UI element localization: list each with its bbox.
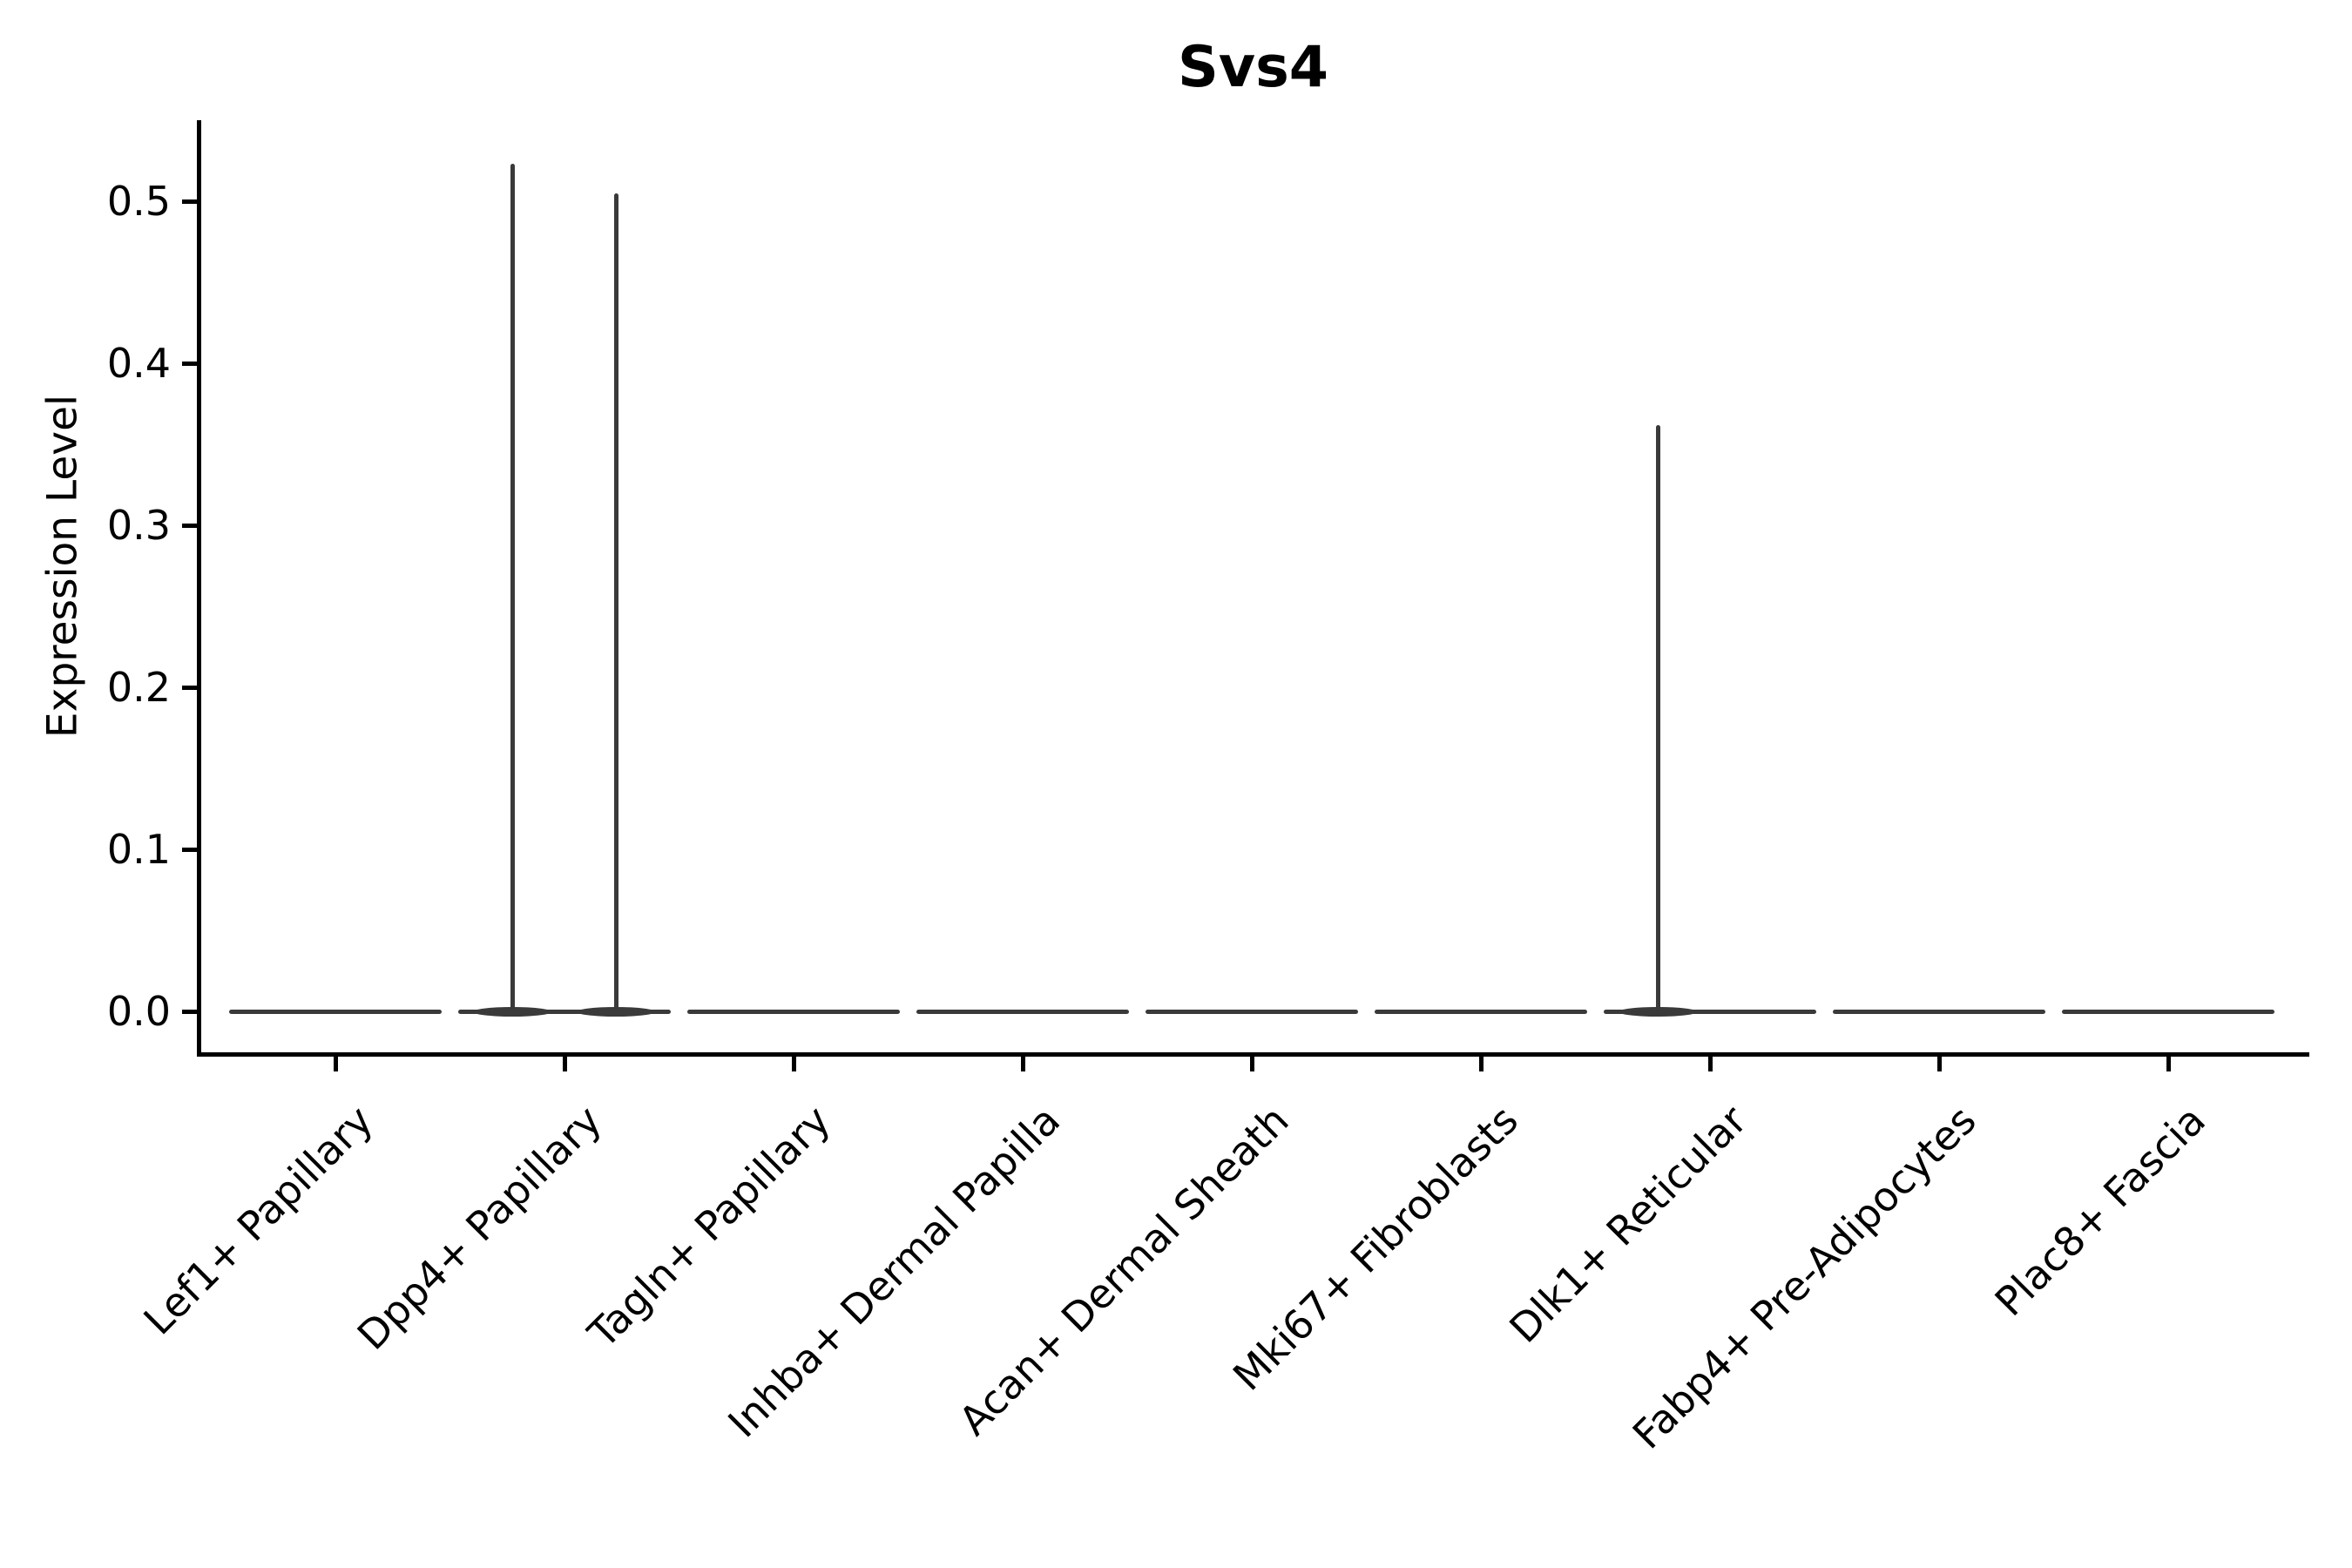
y-tick-mark xyxy=(182,199,197,204)
violin-body xyxy=(458,1009,671,1014)
y-tick-label: 0.1 xyxy=(106,826,171,873)
y-tick-label: 0.2 xyxy=(106,664,171,711)
violin-base-bump xyxy=(577,1007,655,1017)
violin-body xyxy=(2062,1009,2274,1014)
chart-title: Svs4 xyxy=(1177,35,1329,100)
x-tick-mark xyxy=(1020,1057,1025,1071)
violin-body xyxy=(1833,1009,2045,1014)
y-tick-label: 0.5 xyxy=(106,178,171,225)
x-tick-mark xyxy=(1707,1057,1713,1071)
x-tick-mark xyxy=(562,1057,567,1071)
violin-body xyxy=(1604,1009,1816,1014)
violin-spike xyxy=(613,193,618,1011)
violin-body xyxy=(1375,1009,1587,1014)
x-tick-mark xyxy=(2166,1057,2171,1071)
y-tick-label: 0.4 xyxy=(106,340,171,387)
y-tick-label: 0.3 xyxy=(106,502,171,549)
x-tick-label: Plac8+ Fascia xyxy=(0,1096,2213,1325)
x-tick-label-text: Plac8+ Fascia xyxy=(1985,1096,2214,1326)
violin-spike xyxy=(1655,424,1660,1011)
x-axis-spine xyxy=(197,1052,2309,1057)
x-tick-mark xyxy=(1936,1057,1942,1071)
y-axis-spine xyxy=(197,120,201,1057)
violin-body xyxy=(1146,1009,1358,1014)
y-tick-mark xyxy=(182,685,197,690)
violin-body xyxy=(916,1009,1129,1014)
y-tick-mark xyxy=(182,847,197,852)
x-tick-mark xyxy=(333,1057,338,1071)
y-tick-mark xyxy=(182,523,197,528)
violin-base-bump xyxy=(1619,1007,1697,1017)
y-tick-label: 0.0 xyxy=(106,988,171,1035)
violin-body xyxy=(687,1009,900,1014)
y-tick-mark xyxy=(182,1009,197,1014)
x-tick-mark xyxy=(791,1057,796,1071)
violin-base-bump xyxy=(473,1007,551,1017)
x-tick-mark xyxy=(1478,1057,1484,1071)
x-tick-mark xyxy=(1249,1057,1254,1071)
violin-body xyxy=(229,1009,442,1014)
violin-spike xyxy=(510,164,515,1011)
y-tick-mark xyxy=(182,361,197,366)
